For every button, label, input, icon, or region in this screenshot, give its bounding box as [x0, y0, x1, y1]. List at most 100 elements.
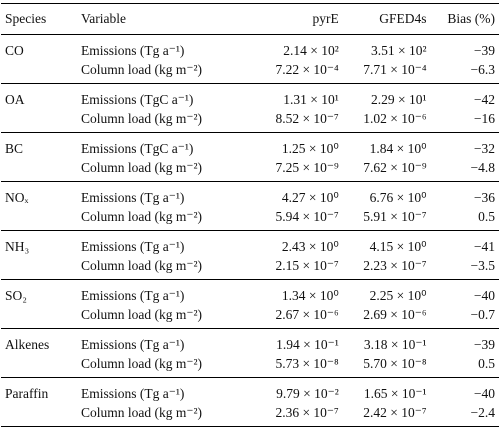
page: Species Variable pyrE GFED4s Bias (%) CO Emis… — [0, 3, 500, 434]
results-table: Species Variable pyrE GFED4s Bias (%) CO Emis… — [1, 3, 499, 427]
bias-cell: −0.7 — [470, 307, 496, 322]
species-cell: SO₂ — [5, 288, 27, 303]
pyre-cell: 1.94 × 10⁻¹ — [276, 337, 339, 352]
table-row: NOₓ Emissions (Tg a⁻¹) 4.27 × 10⁰ 6.76 × 10… — [1, 181, 499, 208]
table-header: Species Variable pyrE GFED4s Bias (%) — [1, 3, 499, 35]
species-cell: Paraffin — [5, 386, 49, 401]
table-body: CO Emissions (Tg a⁻¹) 2.14 × 10² 3.51 × 10²… — [1, 34, 499, 427]
gfed-cell: 2.29 × 10¹ — [370, 92, 427, 107]
gfed-cell: 3.51 × 10² — [370, 43, 427, 58]
bias-cell: −41 — [473, 239, 495, 254]
species-cell: BC — [5, 141, 24, 156]
table-row: Column load (kg m⁻²) 2.67 × 10⁻⁶ 2.69 × 10… — [1, 305, 499, 329]
variable-cell: Emissions (Tg a⁻¹) — [81, 190, 185, 205]
table-row: NH₃ Emissions (Tg a⁻¹) 2.43 × 10⁰ 4.15 × 10… — [1, 230, 499, 257]
pyre-cell: 2.15 × 10⁻⁷ — [275, 258, 339, 273]
gfed-cell: 3.18 × 10⁻¹ — [363, 337, 427, 352]
gfed-cell: 7.71 × 10⁻⁴ — [363, 62, 427, 77]
variable-cell: Emissions (TgC a⁻¹) — [81, 92, 194, 107]
pyre-cell: 5.73 × 10⁻⁸ — [275, 356, 339, 371]
table-row: Alkenes Emissions (Tg a⁻¹) 1.94 × 10⁻¹ 3.18… — [1, 328, 499, 355]
bias-cell: −36 — [473, 190, 495, 205]
bias-cell: −2.4 — [470, 405, 496, 420]
empty-cell — [1, 256, 77, 280]
gfed-cell: 6.76 × 10⁰ — [369, 190, 427, 205]
bias-cell: −40 — [473, 386, 495, 401]
table-row: Column load (kg m⁻²) 7.22 × 10⁻⁴ 7.71 × 10… — [1, 60, 499, 84]
variable-cell: Emissions (Tg a⁻¹) — [81, 288, 185, 303]
empty-cell — [1, 60, 77, 84]
header-row: Species Variable pyrE GFED4s Bias (%) — [1, 3, 499, 35]
pyre-cell: 2.14 × 10² — [283, 43, 339, 58]
table-row: BC Emissions (TgC a⁻¹) 1.25 × 10⁰ 1.84 × 10… — [1, 132, 499, 159]
column-header: Variable — [81, 11, 126, 26]
empty-cell — [1, 207, 77, 231]
gfed-cell: 2.69 × 10⁻⁶ — [363, 307, 427, 322]
bias-cell: −6.3 — [470, 62, 496, 77]
empty-cell — [1, 403, 77, 427]
table-row: CO Emissions (Tg a⁻¹) 2.14 × 10² 3.51 × 10²… — [1, 34, 499, 61]
gfed-cell: 1.84 × 10⁰ — [369, 141, 427, 156]
pyre-cell: 2.36 × 10⁻⁷ — [275, 405, 339, 420]
gfed-cell: 1.02 × 10⁻⁶ — [363, 111, 427, 126]
species-cell: CO — [5, 43, 24, 58]
pyre-cell: 5.94 × 10⁻⁷ — [275, 209, 339, 224]
table-row: SO₂ Emissions (Tg a⁻¹) 1.34 × 10⁰ 2.25 × 10… — [1, 279, 499, 306]
table-row: Column load (kg m⁻²) 2.15 × 10⁻⁷ 2.23 × 10… — [1, 256, 499, 280]
table-row: Column load (kg m⁻²) 8.52 × 10⁻⁷ 1.02 × 10… — [1, 109, 499, 133]
empty-cell — [1, 354, 77, 378]
column-header: Species — [5, 11, 47, 26]
species-cell: OA — [5, 92, 25, 107]
variable-cell: Emissions (Tg a⁻¹) — [81, 239, 185, 254]
variable-cell: Emissions (TgC a⁻¹) — [81, 141, 194, 156]
species-cell: Alkenes — [5, 337, 50, 352]
pyre-cell: 2.43 × 10⁰ — [281, 239, 339, 254]
variable-cell: Column load (kg m⁻²) — [81, 111, 203, 126]
table-row: Column load (kg m⁻²) 5.94 × 10⁻⁷ 5.91 × 10… — [1, 207, 499, 231]
variable-cell: Column load (kg m⁻²) — [81, 356, 203, 371]
gfed-cell: 5.70 × 10⁻⁸ — [363, 356, 427, 371]
gfed-cell: 4.15 × 10⁰ — [369, 239, 427, 254]
table-row: Paraffin Emissions (Tg a⁻¹) 9.79 × 10⁻² 1.6… — [1, 377, 499, 404]
pyre-cell: 1.31 × 10¹ — [283, 92, 339, 107]
variable-cell: Column load (kg m⁻²) — [81, 160, 203, 175]
species-cell: NOₓ — [5, 190, 29, 205]
table-row: OA Emissions (TgC a⁻¹) 1.31 × 10¹ 2.29 × 10… — [1, 83, 499, 110]
species-cell: NH₃ — [5, 239, 30, 254]
gfed-cell: 2.23 × 10⁻⁷ — [363, 258, 427, 273]
table-row: Column load (kg m⁻²) 7.25 × 10⁻⁹ 7.62 × 10… — [1, 158, 499, 182]
pyre-cell: 9.79 × 10⁻² — [276, 386, 339, 401]
pyre-cell: 8.52 × 10⁻⁷ — [275, 111, 339, 126]
column-header: Bias (%) — [447, 11, 495, 26]
pyre-cell: 4.27 × 10⁰ — [281, 190, 339, 205]
pyre-cell: 1.34 × 10⁰ — [281, 288, 339, 303]
bias-cell: −3.5 — [470, 258, 496, 273]
column-header: pyrE — [312, 11, 339, 26]
table-row: Column load (kg m⁻²) 2.36 × 10⁻⁷ 2.42 × 10… — [1, 403, 499, 427]
variable-cell: Emissions (Tg a⁻¹) — [81, 386, 185, 401]
table-row: Column load (kg m⁻²) 5.73 × 10⁻⁸ 5.70 × 10… — [1, 354, 499, 378]
bias-cell: −4.8 — [470, 160, 496, 175]
gfed-cell: 7.62 × 10⁻⁹ — [363, 160, 427, 175]
empty-cell — [1, 305, 77, 329]
pyre-cell: 1.25 × 10⁰ — [281, 141, 339, 156]
bias-cell: −39 — [473, 43, 495, 58]
bias-cell: −32 — [473, 141, 495, 156]
variable-cell: Column load (kg m⁻²) — [81, 258, 203, 273]
variable-cell: Emissions (Tg a⁻¹) — [81, 337, 185, 352]
bias-cell: −40 — [473, 288, 495, 303]
bias-cell: 0.5 — [478, 209, 495, 224]
variable-cell: Emissions (Tg a⁻¹) — [81, 43, 185, 58]
empty-cell — [1, 158, 77, 182]
variable-cell: Column load (kg m⁻²) — [81, 209, 203, 224]
variable-cell: Column load (kg m⁻²) — [81, 307, 203, 322]
gfed-cell: 5.91 × 10⁻⁷ — [363, 209, 427, 224]
bias-cell: −42 — [473, 92, 495, 107]
pyre-cell: 7.22 × 10⁻⁴ — [275, 62, 339, 77]
pyre-cell: 7.25 × 10⁻⁹ — [275, 160, 339, 175]
variable-cell: Column load (kg m⁻²) — [81, 62, 203, 77]
gfed-cell: 1.65 × 10⁻¹ — [363, 386, 427, 401]
bias-cell: −39 — [473, 337, 495, 352]
bias-cell: −16 — [473, 111, 495, 126]
gfed-cell: 2.25 × 10⁰ — [369, 288, 427, 303]
